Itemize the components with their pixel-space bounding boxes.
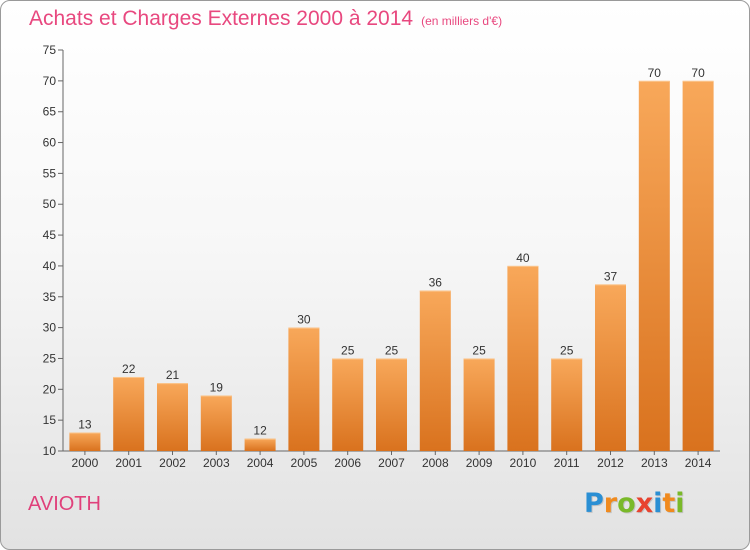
x-tick-label: 2000 xyxy=(72,456,99,470)
data-label: 30 xyxy=(297,313,311,327)
x-tick-label: 2008 xyxy=(422,456,449,470)
data-label: 25 xyxy=(385,343,399,357)
logo-letter: o xyxy=(617,488,636,519)
logo-letter: t xyxy=(662,488,676,519)
bar-2005[interactable] xyxy=(288,327,320,451)
y-tick-label: 35 xyxy=(43,290,57,304)
y-tick-label: 65 xyxy=(43,105,57,119)
data-label: 70 xyxy=(648,66,662,80)
data-label: 36 xyxy=(429,276,443,290)
bar-2004[interactable] xyxy=(244,438,276,451)
x-tick-label: 2007 xyxy=(378,456,405,470)
y-tick-label: 70 xyxy=(43,74,57,88)
bar-2014[interactable] xyxy=(682,80,714,451)
y-tick-label: 75 xyxy=(43,43,57,57)
data-label: 22 xyxy=(122,362,136,376)
bar-2001[interactable] xyxy=(113,376,145,451)
logo-letter: x xyxy=(635,488,654,519)
bar-2012[interactable] xyxy=(595,284,626,451)
chart-title-text: Achats et Charges Externes 2000 à 2014 xyxy=(29,7,414,30)
chart-bars xyxy=(69,80,714,451)
x-tick-label: 2011 xyxy=(554,456,580,470)
chart-title: Achats et Charges Externes 2000 à 2014 (e… xyxy=(29,7,502,31)
bar-2006[interactable] xyxy=(332,358,364,451)
logo-letter: i xyxy=(675,488,685,519)
bar-2009[interactable] xyxy=(463,358,495,451)
bar-2010[interactable] xyxy=(507,265,539,451)
x-tick-label: 2006 xyxy=(334,456,361,470)
bar-2008[interactable] xyxy=(419,290,451,451)
x-tick-label: 2005 xyxy=(291,456,318,470)
data-label: 19 xyxy=(210,380,224,394)
logo-letter: P xyxy=(584,488,604,519)
commune-name: AVIOTH xyxy=(28,493,101,515)
x-tick-label: 2003 xyxy=(203,456,230,470)
y-tick-label: 30 xyxy=(43,321,57,335)
bar-2000[interactable] xyxy=(69,432,101,451)
data-label: 25 xyxy=(472,343,486,357)
y-tick-label: 25 xyxy=(43,351,57,365)
bar-2003[interactable] xyxy=(200,395,232,451)
x-tick-label: 2014 xyxy=(685,456,712,470)
x-tick-label: 2010 xyxy=(510,456,537,470)
data-label: 40 xyxy=(516,251,530,265)
y-tick-label: 50 xyxy=(43,197,57,211)
data-label: 70 xyxy=(691,66,705,80)
x-tick-label: 2009 xyxy=(466,456,493,470)
y-tick-label: 10 xyxy=(43,444,57,458)
data-label: 25 xyxy=(560,343,574,357)
logo-letter: r xyxy=(603,488,618,519)
bar-2011[interactable] xyxy=(551,358,583,451)
x-tick-label: 2004 xyxy=(247,456,274,470)
x-tick-label: 2002 xyxy=(159,456,186,470)
y-tick-label: 60 xyxy=(43,136,57,150)
y-tick-label: 45 xyxy=(43,228,57,242)
data-label: 25 xyxy=(341,343,355,357)
y-tick-label: 55 xyxy=(43,166,57,180)
data-label: 12 xyxy=(253,424,267,438)
x-tick-label: 2001 xyxy=(115,456,142,470)
proxiti-logo[interactable]: Proxiti xyxy=(584,488,685,519)
chart-data-labels: 13 22 21 19 12 30 25 25 36 25 40 25 37 70 70 xyxy=(78,66,705,438)
y-tick-label: 20 xyxy=(43,382,57,396)
chart-title-unit: (en milliers d'€) xyxy=(421,14,503,28)
y-tick-label: 40 xyxy=(43,259,57,273)
bar-2002[interactable] xyxy=(157,383,188,451)
data-label: 37 xyxy=(604,269,618,283)
y-tick-label: 15 xyxy=(43,413,57,427)
bar-2007[interactable] xyxy=(376,358,407,451)
x-tick-label: 2012 xyxy=(597,456,624,470)
data-label: 13 xyxy=(78,417,92,431)
x-tick-label: 2013 xyxy=(641,456,668,470)
bar-2013[interactable] xyxy=(638,80,670,451)
logo-letter: i xyxy=(653,488,663,519)
data-label: 21 xyxy=(166,368,180,382)
